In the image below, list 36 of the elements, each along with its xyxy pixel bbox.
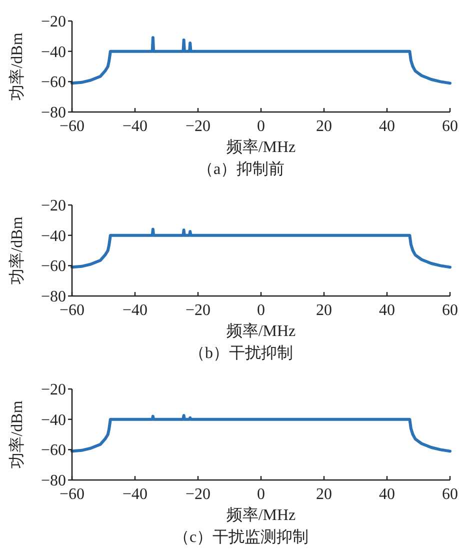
x-tick-label: 40 — [379, 302, 395, 319]
x-tick-label: 0 — [257, 486, 265, 503]
x-tick-label: −20 — [185, 486, 211, 503]
x-tick-label: −40 — [122, 118, 148, 135]
text: （c）干扰监测抑制 — [173, 528, 309, 546]
x-tick-label: −20 — [185, 118, 211, 135]
y-tick-label: −40 — [40, 44, 66, 61]
y-tick-label: −40 — [40, 412, 66, 429]
x-axis-title: 频率/MHz — [226, 138, 296, 156]
y-axis-title: 功率/dBm — [8, 216, 26, 284]
x-tick-label: 60 — [442, 302, 458, 319]
x-axis-title: 频率/MHz — [226, 506, 296, 524]
x-tick-label: −20 — [185, 302, 211, 319]
y-axis-title: 功率/dBm — [8, 400, 26, 468]
y-tick-label: −20 — [40, 382, 66, 398]
x-tick-label: 40 — [379, 486, 395, 503]
text: （b）干扰抑制 — [189, 344, 293, 362]
x-tick-label: 0 — [257, 118, 265, 135]
y-tick-label: −20 — [40, 198, 66, 214]
x-tick-label: 20 — [316, 302, 332, 319]
x-tick-label: 0 — [257, 302, 265, 319]
x-tick-label: −40 — [122, 302, 148, 319]
x-tick-label: 40 — [379, 118, 395, 135]
y-axis-title: 功率/dBm — [8, 32, 26, 100]
y-tick-label: −60 — [40, 74, 66, 92]
x-axis-title: 频率/MHz — [226, 322, 296, 340]
x-tick-label: 60 — [442, 118, 458, 135]
x-tick-label: 20 — [316, 118, 332, 135]
text: （a）抑制前 — [197, 160, 285, 178]
x-tick-label: 20 — [316, 486, 332, 503]
y-tick-label: −40 — [40, 228, 66, 245]
y-tick-label: −60 — [40, 258, 66, 276]
x-tick-label: −40 — [122, 486, 148, 503]
y-tick-label: −20 — [40, 14, 66, 30]
x-tick-label: 60 — [442, 486, 458, 503]
y-tick-label: −60 — [40, 442, 66, 460]
